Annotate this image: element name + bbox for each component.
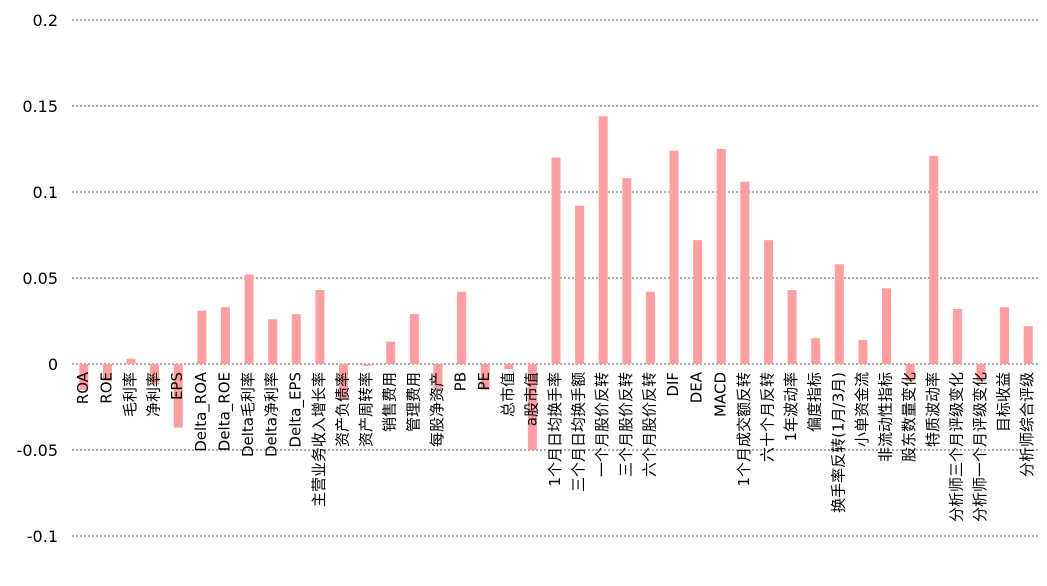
bar	[669, 150, 679, 364]
bar	[976, 364, 986, 382]
x-tick-label: 换手率反转(1月/3月)	[829, 372, 847, 513]
y-tick-label: -0.1	[27, 527, 58, 546]
x-tick-label: 销售费用	[381, 372, 399, 432]
bar	[362, 364, 372, 366]
bar	[244, 274, 254, 364]
x-tick-label: 1年波动率	[782, 372, 800, 442]
bar	[480, 364, 490, 390]
x-tick-label: Delta_ROE	[215, 372, 234, 451]
bar	[339, 364, 349, 399]
bar	[102, 364, 112, 382]
bar	[811, 338, 821, 364]
bar	[79, 364, 89, 390]
x-tick-label: 1个月日均换手率	[546, 372, 564, 487]
bar	[905, 364, 915, 382]
bar	[1023, 326, 1033, 364]
bar	[834, 264, 844, 364]
x-tick-label: 资产负债率	[334, 372, 352, 447]
x-tick-label: 非流动性指标	[877, 372, 895, 462]
bar	[291, 314, 301, 364]
bar	[268, 319, 278, 364]
bar	[173, 364, 183, 428]
bar	[315, 290, 325, 364]
x-tick-label: DEA	[688, 371, 706, 403]
x-tick-label: 股东数量变化	[900, 372, 918, 462]
x-tick-label: 每股净资产	[428, 372, 446, 447]
x-tick-label: ROA	[74, 371, 92, 404]
bar	[787, 290, 797, 364]
x-tick-label: DIF	[664, 372, 682, 397]
bar	[693, 240, 703, 364]
x-tick-label: Delta_EPS	[286, 372, 305, 448]
bar	[409, 314, 419, 364]
bar	[740, 181, 750, 364]
y-tick-label: 0.15	[22, 97, 58, 116]
x-tick-label: MACD	[711, 372, 729, 417]
x-tick-label: Delta_ROA	[192, 371, 211, 451]
bar	[126, 358, 136, 364]
x-tick-label: 总市值	[499, 372, 517, 417]
x-tick-label: 偏度指标	[806, 372, 824, 432]
bar	[645, 291, 655, 364]
bar	[929, 155, 939, 364]
x-tick-label: 小单资金流	[853, 372, 871, 447]
bar	[1000, 307, 1010, 364]
x-tick-label: 资产周转率	[357, 372, 375, 447]
bar	[197, 310, 207, 364]
x-tick-label: a股市值	[522, 372, 540, 426]
bar	[598, 116, 608, 364]
x-tick-label: 三个月日均换手额	[570, 372, 588, 492]
x-tick-label: 1个月成交额反转	[735, 372, 753, 487]
x-tick-label: Delta毛利率	[239, 372, 257, 457]
x-tick-label: 主营业务收入增长率	[310, 372, 328, 507]
bar	[457, 291, 467, 364]
x-tick-label: 分析师综合评级	[1018, 372, 1036, 477]
bar	[150, 364, 160, 385]
bar	[575, 205, 585, 364]
x-tick-label: 毛利率	[121, 372, 139, 417]
bar	[504, 364, 514, 370]
bar	[386, 341, 396, 364]
x-tick-label: 一个月股价反转	[593, 372, 611, 477]
bar	[527, 364, 537, 450]
x-tick-label: PE	[475, 372, 493, 391]
x-tick-label: 管理费用	[404, 372, 422, 432]
bar	[882, 288, 892, 364]
bar	[763, 240, 773, 364]
x-tick-label: 目标收益	[995, 372, 1013, 432]
bar	[551, 157, 561, 364]
x-tick-label: ROE	[97, 372, 115, 404]
x-tick-label: 特质波动率	[924, 372, 942, 447]
x-tick-label: 六十个月反转	[758, 372, 776, 462]
x-tick-label: 三个月股价反转	[617, 372, 635, 477]
x-tick-label: PB	[452, 372, 470, 391]
y-tick-label: 0.05	[22, 269, 58, 288]
x-tick-label: Delta净利率	[263, 372, 281, 457]
y-tick-label: 0	[48, 355, 58, 374]
bar	[716, 149, 726, 364]
bar	[622, 178, 632, 364]
bar	[220, 307, 230, 364]
x-tick-label: 六个月股价反转	[640, 372, 658, 477]
x-tick-label: 分析师三个月评级变化	[947, 372, 965, 522]
bar	[858, 339, 868, 364]
y-tick-label: 0.1	[33, 183, 58, 202]
y-tick-label: -0.05	[17, 441, 58, 460]
y-tick-label: 0.2	[33, 11, 58, 30]
bar	[433, 364, 443, 390]
bar	[952, 308, 962, 364]
x-tick-label: 净利率	[145, 372, 163, 417]
x-tick-label: EPS	[168, 372, 186, 400]
x-tick-label: 分析师一个月评级变化	[971, 372, 989, 522]
